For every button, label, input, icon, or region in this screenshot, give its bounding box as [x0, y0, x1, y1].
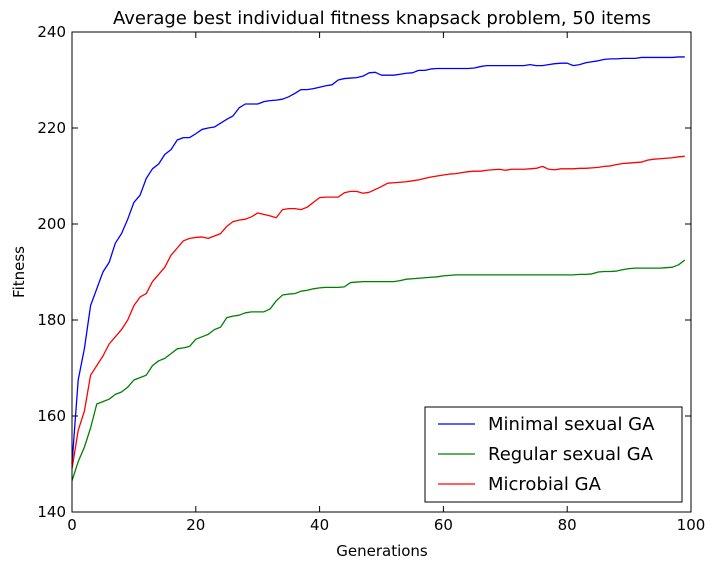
y-tick-label: 160 — [37, 407, 66, 425]
y-tick-label: 220 — [37, 119, 66, 137]
chart-title: Average best individual fitness knapsack… — [113, 8, 651, 29]
x-tick-label: 0 — [67, 516, 77, 534]
x-tick-label: 40 — [310, 516, 329, 534]
x-tick-label: 60 — [434, 516, 453, 534]
series-line-1 — [71, 259, 686, 481]
legend-label-0: Minimal sexual GA — [488, 414, 655, 435]
y-axis-label: Fitness — [10, 246, 28, 298]
y-tick-label: 200 — [37, 215, 66, 233]
x-axis-label: Generations — [336, 542, 428, 560]
series-layer — [71, 56, 686, 481]
axes-layer: 0 20 40 60 80 100 140 160 180 200 220 240 — [37, 23, 705, 534]
y-tick-label: 180 — [37, 311, 66, 329]
series-line-2 — [71, 155, 685, 469]
y-tick-label: 140 — [37, 503, 66, 521]
plot-frame — [71, 31, 692, 513]
series-line-0 — [71, 56, 685, 465]
x-tick-label: 20 — [186, 516, 205, 534]
x-tick-label: 80 — [558, 516, 577, 534]
y-tick-label: 240 — [37, 23, 66, 41]
legend: Minimal sexual GA Regular sexual GA Microb… — [424, 406, 683, 503]
legend-label-1: Regular sexual GA — [488, 444, 654, 465]
legend-label-2: Microbial GA — [488, 474, 602, 495]
x-tick-label: 100 — [677, 516, 706, 534]
